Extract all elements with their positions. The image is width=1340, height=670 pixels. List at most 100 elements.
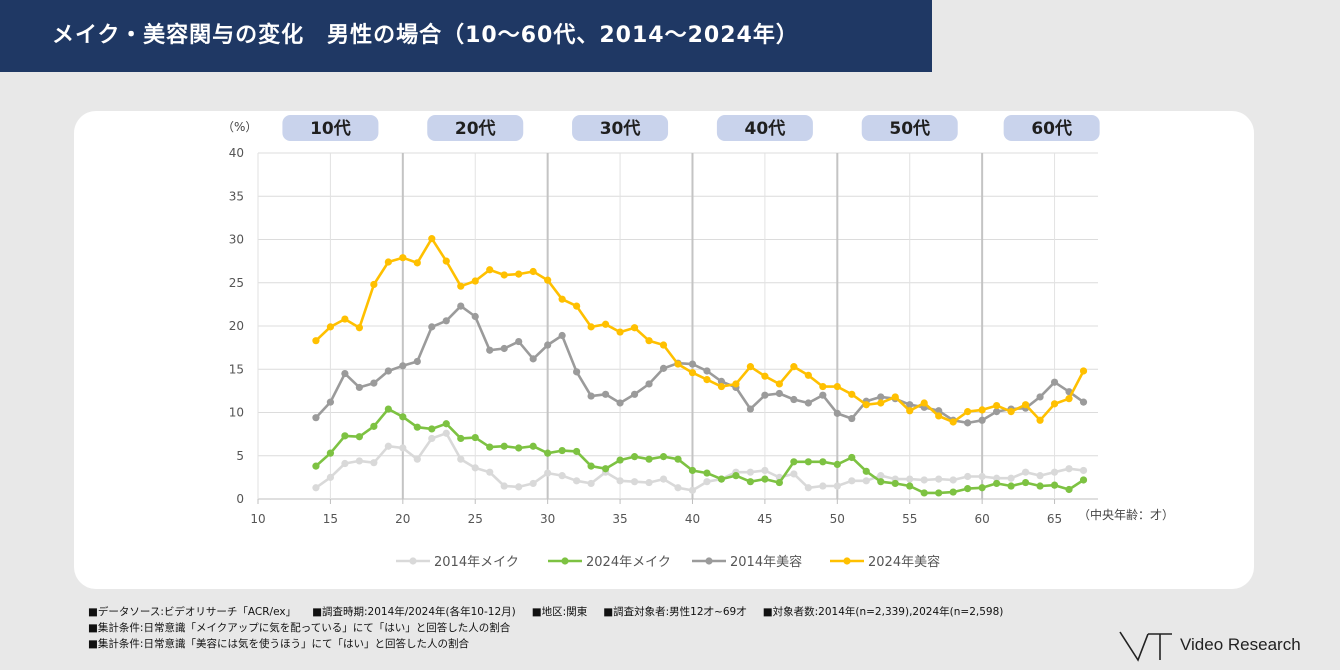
data-point (471, 433, 479, 442)
data-point (819, 382, 827, 391)
data-point (384, 405, 392, 413)
data-point (949, 488, 957, 496)
data-point (819, 458, 827, 466)
data-point (645, 455, 653, 463)
footer-item: ■地区:関東 (531, 606, 588, 618)
data-point (645, 478, 653, 487)
data-point (906, 401, 914, 409)
data-point (1036, 416, 1044, 424)
data-point (471, 464, 479, 472)
data-point (529, 442, 537, 450)
chart-panel: 0 5 10 15 20 25 30 35 40 10 15 20 25 30 35 40 45 50 55 60 65… (74, 111, 1254, 589)
data-point (848, 453, 856, 462)
data-point (1079, 367, 1088, 375)
data-point (761, 475, 769, 483)
data-point (761, 391, 769, 399)
data-point (486, 266, 494, 274)
data-point (993, 474, 1001, 482)
data-point (659, 453, 668, 461)
data-point (558, 446, 566, 455)
data-point (775, 380, 783, 388)
age-group-badge (716, 115, 813, 141)
data-point (515, 337, 523, 346)
x-tick-label: 60 (974, 512, 989, 526)
data-point (703, 367, 711, 375)
data-point (326, 323, 335, 331)
data-point (645, 380, 653, 388)
data-point (457, 302, 465, 310)
data-point (1007, 408, 1015, 416)
legend-swatch-marker (561, 557, 569, 565)
data-point (428, 434, 436, 443)
y-tick-label: 0 (236, 492, 244, 506)
y-tick-label: 15 (229, 362, 244, 376)
data-point (442, 257, 450, 265)
data-point (486, 346, 494, 354)
header-banner: メイク・美容関与の変化 男性の場合（10～60代、2014～2024年） (0, 0, 932, 72)
data-point (790, 458, 798, 466)
data-point (819, 391, 827, 399)
data-point (312, 337, 320, 345)
data-point (1065, 395, 1073, 403)
data-point (355, 383, 363, 392)
legend-label: 2014年美容 (730, 554, 802, 570)
data-point (862, 477, 870, 485)
data-point (428, 425, 436, 433)
data-point (384, 367, 392, 375)
x-tick-label: 25 (468, 512, 483, 526)
y-tick-label: 30 (229, 233, 244, 247)
data-point (877, 399, 885, 407)
x-axis-title: （中央年齢：才） (1078, 507, 1174, 522)
data-point (1021, 401, 1030, 409)
data-point (399, 362, 407, 370)
age-group-badge (282, 115, 379, 141)
data-point (616, 456, 624, 464)
data-point (1007, 482, 1015, 490)
data-point (978, 406, 986, 414)
data-point (428, 323, 436, 331)
data-point (717, 382, 726, 391)
age-group-badge (861, 115, 958, 141)
data-point (370, 379, 378, 387)
data-point (978, 484, 986, 492)
data-point (529, 355, 537, 363)
data-point (746, 468, 755, 476)
data-point (775, 389, 783, 398)
data-point (848, 414, 856, 423)
data-point (775, 478, 783, 487)
data-point (804, 484, 812, 492)
data-point (862, 401, 870, 409)
data-point (630, 453, 639, 461)
data-point (573, 302, 581, 310)
y-tick-label: 5 (236, 449, 244, 463)
data-point (413, 423, 421, 431)
data-point (355, 324, 363, 332)
data-point (587, 479, 595, 488)
data-point (370, 280, 378, 289)
data-point (1036, 472, 1044, 480)
data-point (500, 442, 508, 450)
data-point (601, 320, 610, 328)
data-point (703, 376, 711, 384)
age-group-badge (1003, 115, 1100, 141)
age-group-label: 40代 (745, 118, 786, 139)
data-point (688, 369, 697, 377)
data-point (674, 360, 682, 368)
legend-swatch-marker (705, 557, 713, 565)
x-tick-label: 45 (757, 512, 772, 526)
data-point (370, 422, 378, 430)
data-point (544, 449, 552, 457)
data-point (558, 295, 566, 303)
data-point (833, 409, 841, 417)
data-point (906, 475, 914, 483)
data-point (1065, 465, 1073, 473)
data-point (587, 323, 595, 331)
data-point (601, 390, 610, 398)
age-group-badge (572, 115, 669, 141)
data-point (1065, 485, 1073, 494)
data-point (341, 315, 349, 323)
data-point (746, 363, 755, 371)
data-point (457, 455, 465, 463)
data-point (906, 407, 914, 415)
data-point (486, 443, 494, 451)
